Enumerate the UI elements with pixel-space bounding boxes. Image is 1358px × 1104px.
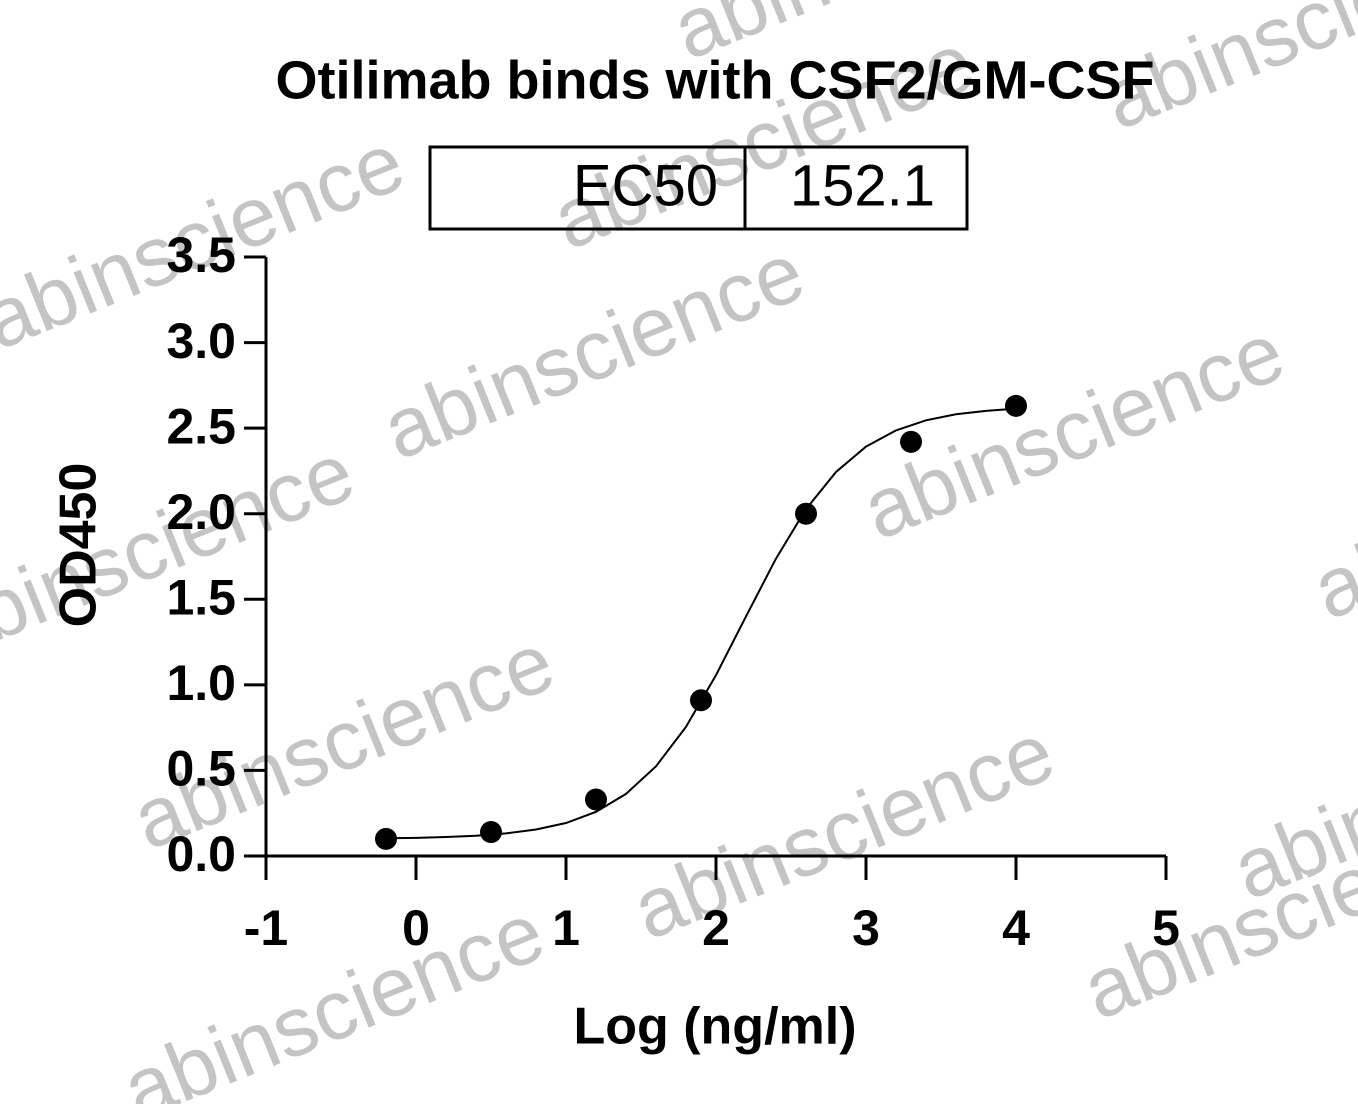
x-tick-label: 4 [1002, 900, 1030, 956]
y-tick-label: 3.0 [166, 313, 236, 369]
x-axis-title: Log (ng/ml) [573, 998, 856, 1056]
watermark: abinscience [620, 704, 1067, 957]
y-tick-label: 3.5 [166, 227, 236, 283]
x-tick-label: 2 [702, 900, 730, 956]
watermark: abinscience [370, 224, 817, 477]
x-tick-label: 0 [402, 900, 430, 956]
ec50-value: 152.1 [790, 153, 935, 218]
y-axis-title: OD450 [50, 463, 108, 628]
ec50-label: EC50 [573, 153, 718, 218]
data-point [900, 430, 922, 453]
ec50-box [428, 145, 969, 231]
y-tick-label: 1.0 [166, 655, 236, 711]
data-point [480, 821, 502, 844]
watermark: abinscience [850, 304, 1297, 557]
x-tick-label: 1 [552, 900, 580, 956]
data-point [375, 827, 397, 850]
x-tick-label: -1 [244, 900, 288, 956]
y-tick-label: 2.5 [166, 398, 236, 454]
watermark: abinscience [110, 884, 557, 1104]
watermark: abinscience [1300, 384, 1358, 637]
y-tick-label: 2.0 [166, 484, 236, 540]
data-point [795, 502, 817, 525]
data-point [585, 788, 607, 811]
y-tick-label: 1.5 [166, 569, 236, 625]
x-tick-label: 5 [1152, 900, 1180, 956]
y-tick-label: 0.5 [166, 741, 236, 797]
y-tick-label: 0.0 [166, 826, 236, 882]
data-point [690, 689, 712, 712]
data-point [1005, 394, 1027, 417]
chart-title: Otilimab binds with CSF2/GM-CSF [275, 50, 1154, 110]
x-tick-label: 3 [852, 900, 880, 956]
